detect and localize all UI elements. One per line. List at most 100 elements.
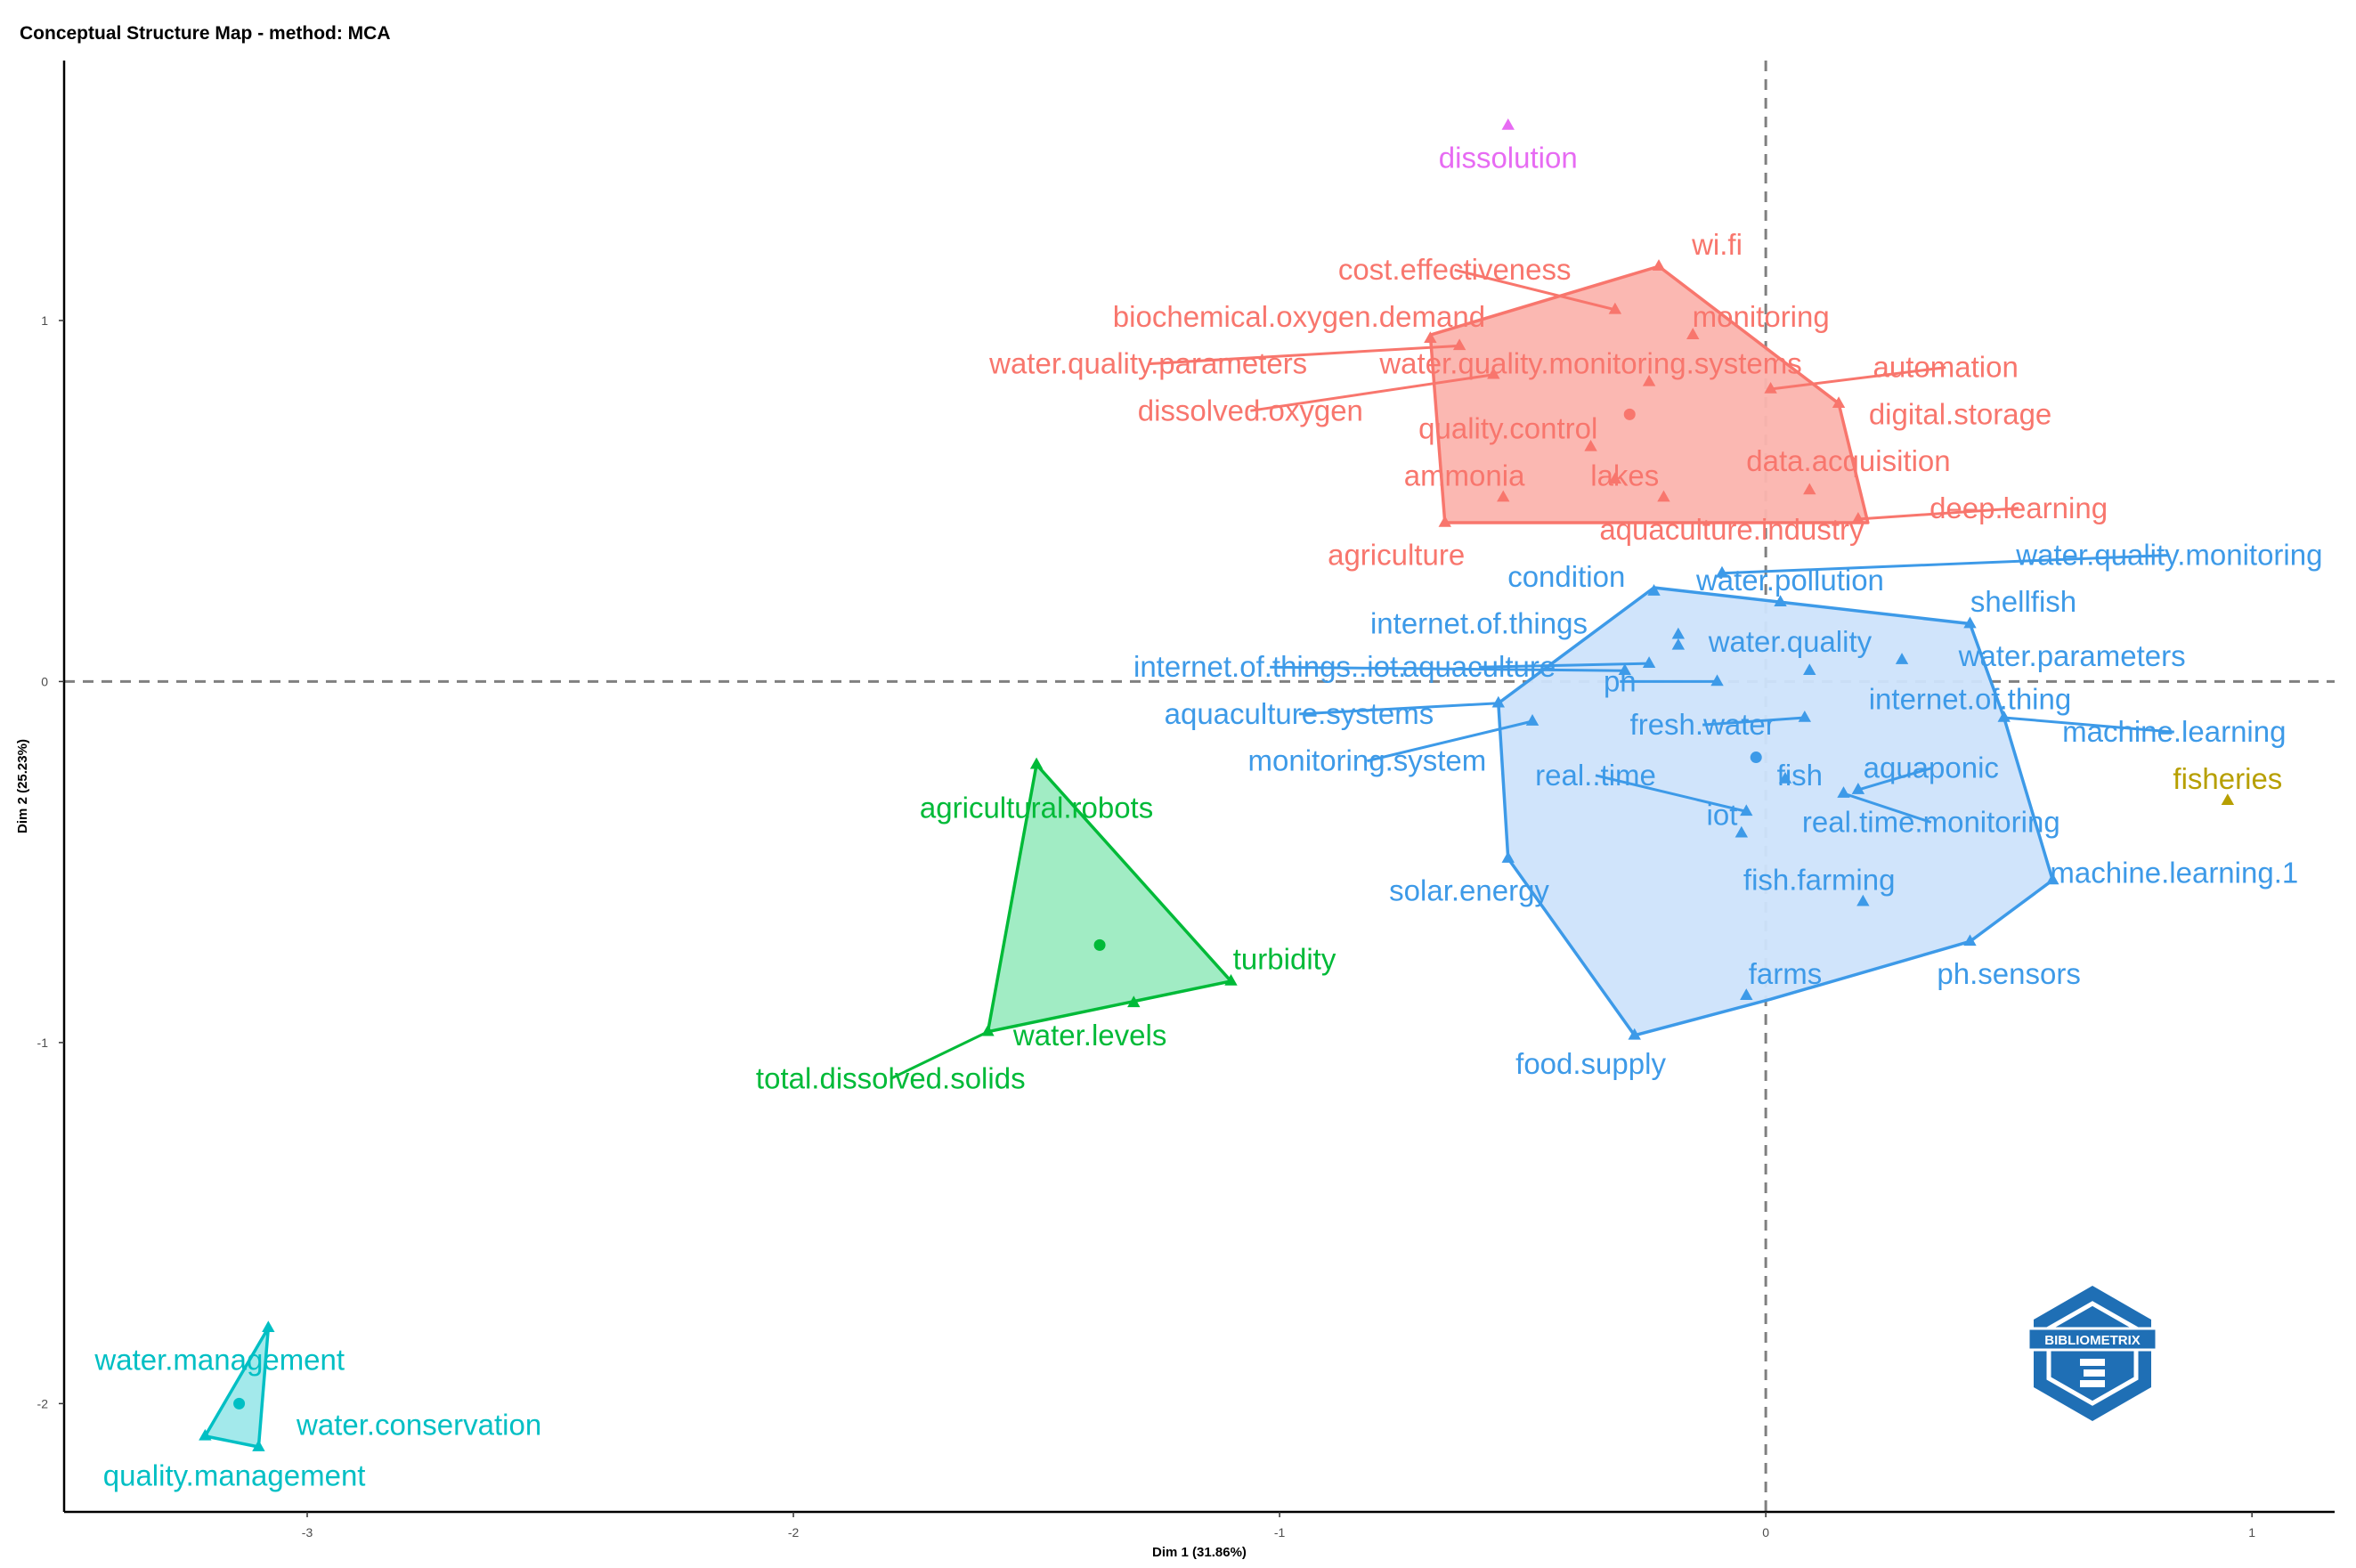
point-marker-solar-energy [1501,851,1515,863]
point-label-turbidity: turbidity [1233,943,1336,976]
point-marker-water-quality-monitoring [1715,565,1729,578]
point-label-solar-energy: solar.energy [1389,874,1549,907]
point-label-total-dissolved-solids: total.dissolved.solids [756,1061,1026,1094]
point-marker-internet-of-thing [1803,663,1816,676]
x-tick-label: -3 [302,1525,313,1540]
point-label-monitoring: monitoring [1693,300,1830,333]
point-marker-lakes [1608,472,1622,484]
point-label-ph-sensors: ph.sensors [1937,957,2080,990]
leader-aquaculture-systems [1298,702,1499,716]
logo-banner [2027,1327,2158,1352]
point-marker-real-time-monitoring [1837,786,1850,798]
point-labels: wi.fi cost.effectiveness biochemical.oxyge… [93,141,2322,1491]
point-marker-turbidity [1224,973,1238,986]
point-marker-aquaponic [1851,783,1865,794]
point-label-condition: condition [1507,560,1625,593]
point-label-ph: ph [1604,664,1637,697]
point-marker-fish-farming [1856,894,1870,906]
point-marker-agriculture [1438,516,1451,527]
leader-deep-learning [1857,507,2019,521]
point-marker-internet-of-things-iot [1618,663,1631,676]
cluster-centroid-green [1093,938,1106,951]
point-marker-aquaculture-systems [1491,695,1506,708]
point-label-aquaculture: aquaculture [1402,650,1556,683]
point-marker-water-conservation [252,1440,265,1451]
point-label-digital-storage: digital.storage [1869,397,2051,430]
x-tick-label: -1 [1274,1525,1286,1540]
point-marker-water-quality-monitoring-systems [1642,374,1656,386]
point-label-water-quality-monitoring: water.quality.monitoring [2015,538,2322,571]
point-label-fresh-water: fresh.water [1630,708,1775,741]
point-marker-digital-storage [1832,396,1846,408]
point-label-aquaculture-systems: aquaculture.systems [1165,697,1434,730]
x-axis-title: Dim 1 (31.86%) [1152,1545,1247,1560]
point-marker-machine-learning [1997,710,2011,722]
point-label-farms: farms [1749,957,1823,990]
point-label-shellfish: shellfish [1970,585,2076,618]
point-marker-automation [1764,381,1777,394]
cluster-hull-blue [1497,586,2055,1037]
point-marker-water-management [262,1320,275,1333]
point-label-water-parameters: water.parameters [1958,639,2186,672]
point-marker-data-acquisition [1803,483,1816,495]
bibliometrix-logo-icon: BIBLIOMETRIX [2027,1286,2158,1421]
point-marker-shellfish [1963,616,1977,629]
point-marker-ph-sensors [1963,934,1977,946]
point-marker-wi-fi [1652,259,1666,271]
point-marker-internet-of-things [1671,627,1686,639]
point-label-quality-management: quality.management [103,1458,366,1491]
point-label-internet-of-things: internet.of.things [1370,607,1588,640]
point-label-water-quality: water.quality [1708,625,1873,658]
leader-fresh-water [1702,716,1805,727]
point-label-fisheries: fisheries [2173,762,2282,795]
point-label-machine-learning-1: machine.learning.1 [2050,856,2298,889]
point-label-automation: automation [1873,351,2019,384]
point-label-fish-farming: fish.farming [1743,863,1896,896]
leader-monitoring-system [1367,719,1533,763]
cluster-hulls [203,264,2055,1449]
logo-bar-1 [2080,1359,2105,1366]
point-marker-quality-management [199,1428,212,1441]
point-label-monitoring-system: monitoring.system [1248,744,1487,777]
point-marker-fisheries [2221,793,2235,806]
x-tick-label: -2 [788,1525,800,1540]
y-tick-label: -2 [37,1396,49,1410]
point-label-data-acquisition: data.acquisition [1746,444,1950,477]
point-label-dissolved-oxygen: dissolved.oxygen [1138,394,1363,427]
point-marker-water-quality [1671,638,1686,650]
cluster-hull-teal [203,1326,271,1449]
point-marker-food-supply [1628,1028,1641,1040]
data-points [199,118,2235,1451]
point-label-water-management: water.management [93,1344,345,1377]
point-label-quality-control: quality.control [1418,412,1597,445]
point-marker-water-pollution [1774,595,1787,607]
point-label-agricultural-robots: agricultural.robots [920,791,1153,824]
leader-cost-effectiveness [1454,268,1616,312]
leader-internet-of-things-iot [1270,665,1625,672]
point-label-dissolution: dissolution [1439,141,1578,174]
point-label-water-conservation: water.conservation [296,1409,541,1442]
cluster-hull-green [986,762,1233,1034]
point-marker-fresh-water [1798,710,1812,722]
leader-total-dissolved-solids [890,1030,989,1080]
point-marker-monitoring-system [1525,714,1540,726]
leader-automation [1770,366,1946,391]
point-marker-agricultural-robots [1029,757,1044,769]
leader-water-quality-parameters [1148,344,1460,366]
point-label-cost-effectiveness: cost.effectiveness [1338,253,1572,286]
leader-aquaponic [1857,767,1932,792]
point-label-wi-fi: wi.fi [1691,228,1743,261]
point-marker-dissolved-oxygen [1487,367,1500,379]
leader-machine-learning [2003,716,2174,734]
point-label-fish: fish [1777,759,1823,792]
axes [62,61,2335,1514]
point-label-water-pollution: water.pollution [1695,564,1884,597]
point-label-agriculture: agriculture [1328,538,1465,571]
leader-dissolved-oxygen [1250,373,1494,412]
point-label-internet-of-things-iot: internet.of.things..iot. [1133,650,1406,683]
cluster-centroid-teal [233,1397,246,1410]
y-tick-label: 0 [41,674,48,688]
leader-aquaculture [1478,662,1650,669]
x-tick-label: 1 [2248,1525,2255,1540]
